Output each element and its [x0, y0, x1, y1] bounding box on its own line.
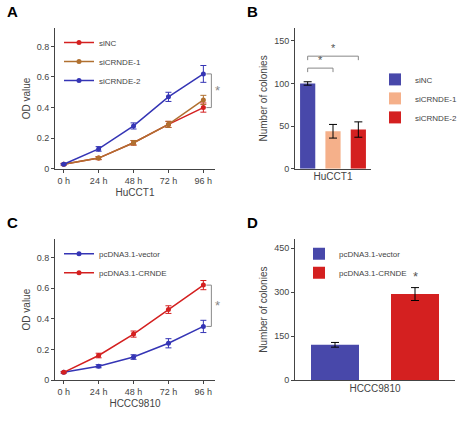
- svg-text:OD value: OD value: [21, 77, 32, 119]
- svg-text:0: 0: [44, 375, 49, 385]
- svg-text:0.8: 0.8: [37, 253, 50, 263]
- svg-text:A: A: [7, 3, 18, 20]
- svg-text:HCCC9810: HCCC9810: [349, 383, 401, 394]
- svg-text:*: *: [331, 42, 336, 54]
- svg-text:100: 100: [274, 79, 289, 89]
- svg-text:*: *: [215, 298, 220, 313]
- svg-text:pcDNA3.1-CRNDE: pcDNA3.1-CRNDE: [99, 269, 167, 278]
- svg-text:96 h: 96 h: [195, 176, 213, 186]
- svg-text:72 h: 72 h: [160, 387, 178, 397]
- svg-text:pcDNA3.1-CRNDE: pcDNA3.1-CRNDE: [339, 269, 407, 278]
- svg-text:pcDNA3.1-vector: pcDNA3.1-vector: [339, 250, 400, 259]
- svg-text:72 h: 72 h: [160, 176, 178, 186]
- svg-text:siCRNDE-1: siCRNDE-1: [415, 95, 457, 104]
- svg-text:0: 0: [44, 164, 49, 174]
- svg-text:siNC: siNC: [415, 76, 433, 85]
- svg-text:siCRNDE-2: siCRNDE-2: [415, 114, 457, 123]
- svg-text:450: 450: [274, 243, 289, 253]
- svg-text:C: C: [7, 214, 18, 231]
- svg-text:siCRNDE-1: siCRNDE-1: [99, 58, 141, 67]
- svg-text:*: *: [318, 54, 323, 66]
- svg-text:0.4: 0.4: [37, 314, 50, 324]
- svg-text:0.2: 0.2: [37, 345, 50, 355]
- svg-text:0.4: 0.4: [37, 103, 50, 113]
- svg-text:Number of colonies: Number of colonies: [258, 267, 269, 353]
- svg-text:Number of colonies: Number of colonies: [258, 55, 269, 141]
- svg-text:50: 50: [279, 121, 289, 131]
- svg-text:HuCCT1: HuCCT1: [314, 171, 353, 182]
- svg-text:0 h: 0 h: [57, 387, 70, 397]
- svg-text:0.8: 0.8: [37, 42, 50, 52]
- svg-text:0.6: 0.6: [37, 72, 50, 82]
- svg-text:150: 150: [274, 36, 289, 46]
- svg-text:0: 0: [284, 164, 289, 174]
- svg-text:siCRNDE-2: siCRNDE-2: [99, 77, 141, 86]
- svg-text:48 h: 48 h: [125, 176, 143, 186]
- svg-text:0 h: 0 h: [57, 176, 70, 186]
- svg-text:48 h: 48 h: [125, 387, 143, 397]
- svg-text:siNC: siNC: [99, 39, 117, 48]
- svg-text:*: *: [215, 83, 220, 98]
- svg-text:HuCCT1: HuCCT1: [116, 187, 155, 198]
- svg-text:OD value: OD value: [21, 288, 32, 330]
- svg-text:0.6: 0.6: [37, 283, 50, 293]
- svg-text:*: *: [413, 269, 418, 284]
- svg-text:150: 150: [274, 331, 289, 341]
- svg-text:0.2: 0.2: [37, 133, 50, 143]
- svg-text:HCCC9810: HCCC9810: [109, 398, 161, 409]
- svg-text:96 h: 96 h: [195, 387, 213, 397]
- svg-text:D: D: [247, 214, 258, 231]
- svg-text:24 h: 24 h: [90, 387, 108, 397]
- svg-text:24 h: 24 h: [90, 176, 108, 186]
- svg-text:pcDNA3.1-vector: pcDNA3.1-vector: [99, 250, 160, 259]
- svg-text:B: B: [247, 3, 258, 20]
- svg-text:300: 300: [274, 287, 289, 297]
- svg-text:0: 0: [284, 375, 289, 385]
